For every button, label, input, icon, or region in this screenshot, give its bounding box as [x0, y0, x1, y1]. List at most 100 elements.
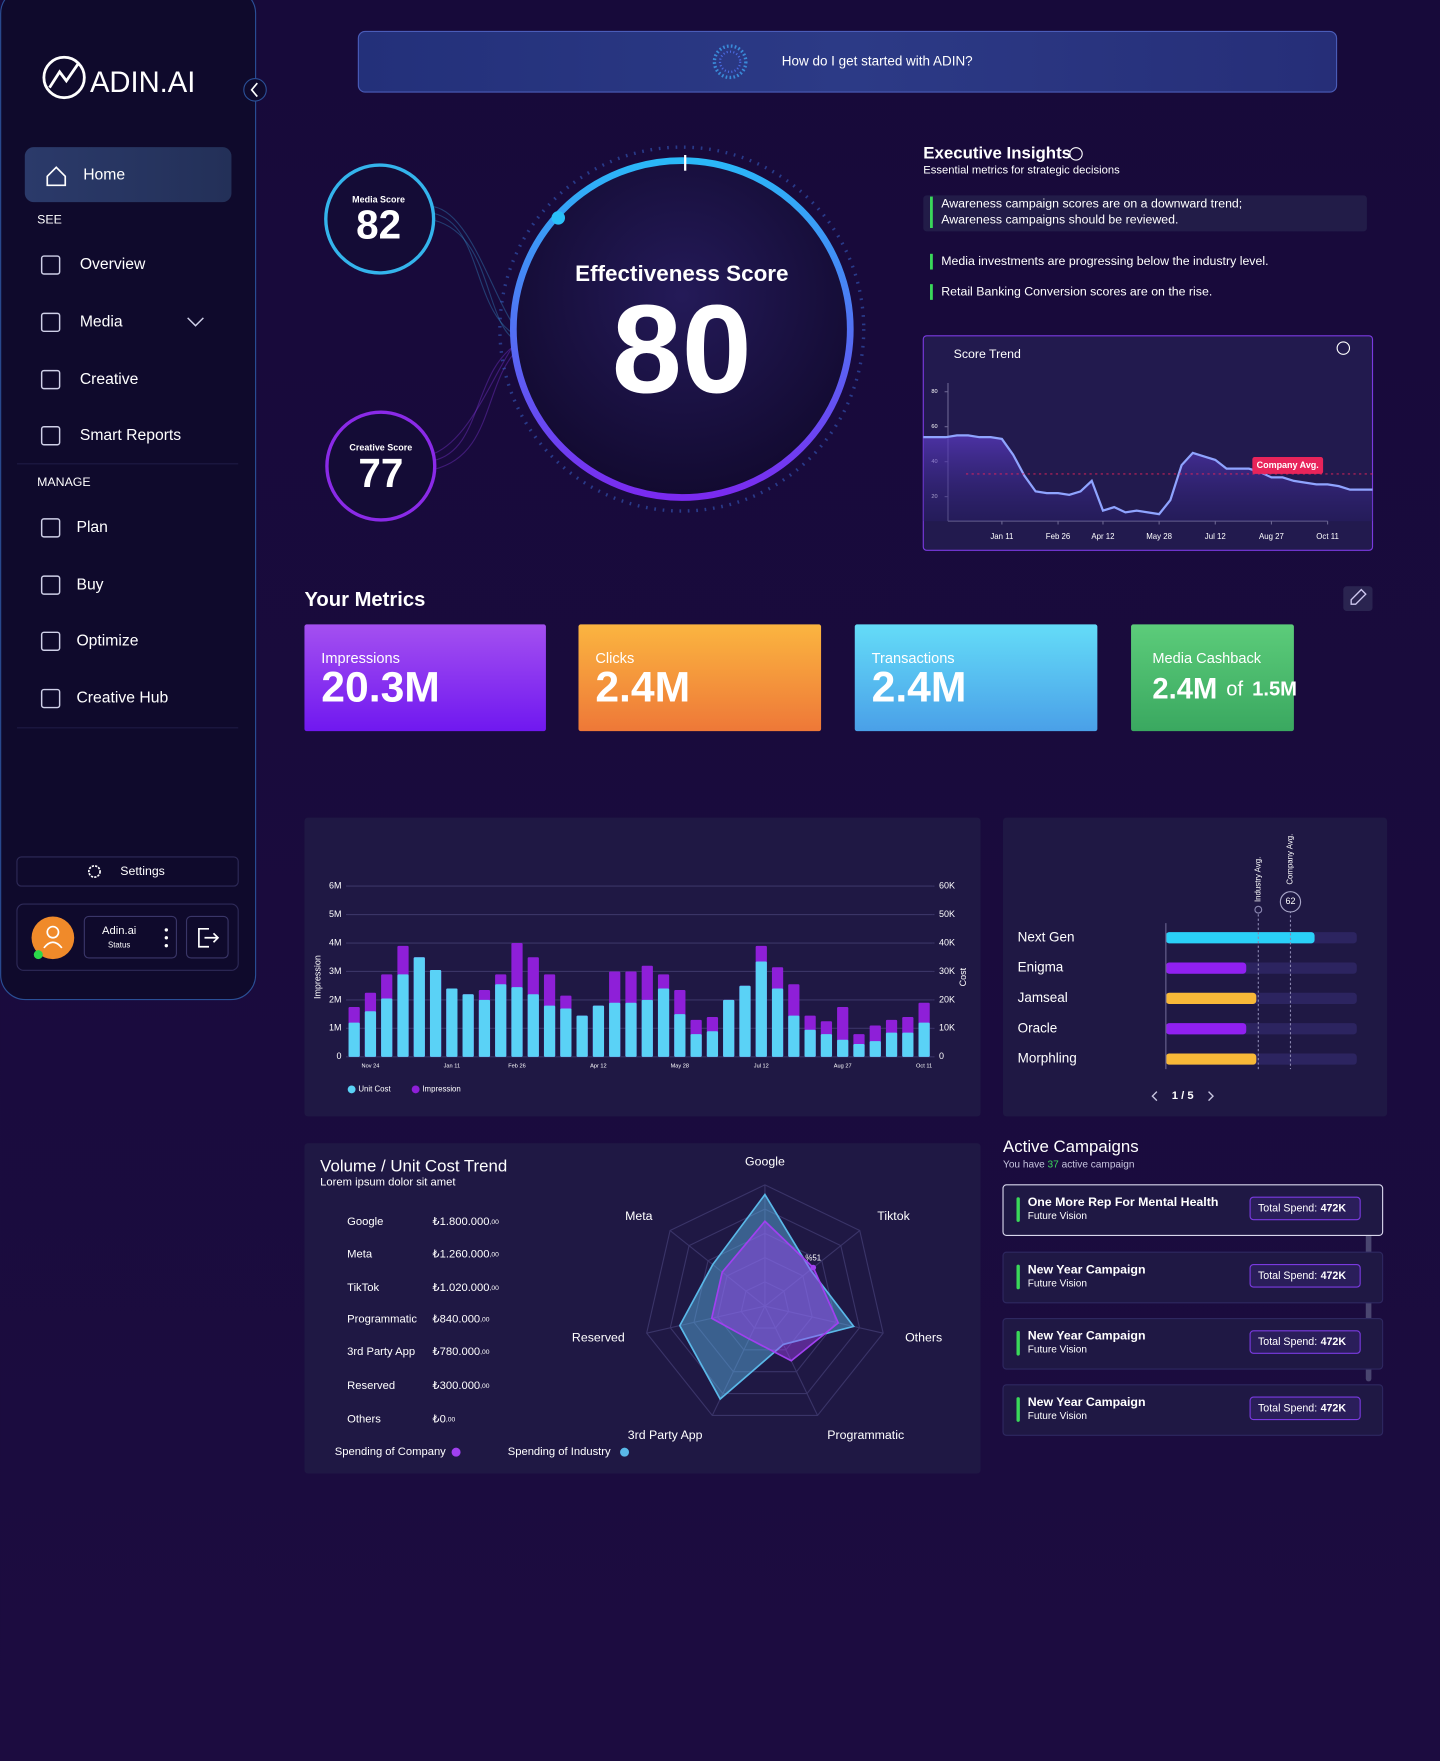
amount-main: ₺840.000: [432, 1314, 480, 1326]
category-label: Jamseal: [1018, 990, 1068, 1005]
info-icon[interactable]: [1069, 147, 1083, 161]
bar: [869, 1041, 881, 1057]
insight-text: Retail Banking Conversion scores are on …: [941, 284, 1212, 298]
campaign-client: Future Vision: [1028, 1211, 1087, 1222]
campaign-client: Future Vision: [1028, 1411, 1087, 1422]
bar: [771, 988, 784, 1057]
nav-item[interactable]: Media: [40, 312, 123, 333]
effectiveness-ring: [509, 157, 854, 501]
user-name-box[interactable]: [83, 915, 177, 959]
dropdown-arrow[interactable]: [187, 317, 204, 327]
metric-card-bg: [854, 624, 1098, 732]
settings-button[interactable]: Settings: [16, 856, 239, 887]
info-icon[interactable]: [1336, 341, 1351, 355]
y-tick-label: 1M: [329, 1023, 341, 1033]
nav-item[interactable]: Buy: [40, 575, 104, 595]
metric-card[interactable]: Media Cashback 2.4M of 1.5M: [1131, 624, 1297, 732]
connector: [433, 219, 520, 344]
bar: [706, 1031, 719, 1057]
x-tick-label: Nov 24: [362, 1063, 380, 1069]
spend-text: Total Spend: 472K: [1258, 1202, 1346, 1214]
nav-item[interactable]: Overview: [40, 255, 146, 275]
section-subtitle: Essential metrics for strategic decision…: [923, 165, 1120, 177]
metric-label: Impressions: [321, 651, 400, 667]
y-tick-label: 4M: [329, 937, 341, 947]
reference-label: Company Avg.: [1257, 460, 1319, 470]
bar: [592, 1005, 605, 1057]
metric-card-bg: [1131, 624, 1294, 732]
bar: [820, 1034, 833, 1057]
metric-number: 2.4M: [872, 664, 967, 712]
table-amount: ₺780.000,00: [432, 1346, 489, 1358]
pager-prev[interactable]: [1151, 1091, 1158, 1102]
campaign-marker: [1016, 1264, 1020, 1290]
collapse-button[interactable]: [243, 78, 267, 102]
bar: [446, 988, 458, 1057]
bar: [902, 1032, 914, 1057]
x-tick-label: Aug 27: [834, 1063, 852, 1069]
y-tick-label: 3M: [329, 966, 341, 976]
spend-label: Total Spend:: [1258, 1402, 1317, 1414]
nav-home-bg: [24, 147, 232, 203]
x-tick-label: Oct 11: [1316, 532, 1339, 541]
nav-item[interactable]: Smart Reports: [40, 426, 182, 446]
y2-tick-label: 40K: [939, 937, 955, 947]
metric-card-bg: [304, 624, 546, 732]
section-label: SEE: [37, 212, 62, 226]
metric-number: 2.4M: [1152, 673, 1217, 705]
nav-item[interactable]: Optimize: [40, 631, 139, 651]
connector: [433, 347, 520, 470]
campaign-name: New Year Campaign: [1028, 1329, 1146, 1343]
sidebar: [0, 0, 257, 1001]
menu-dot: [164, 936, 169, 940]
summary-part: active campaign: [1059, 1159, 1135, 1170]
search-bar[interactable]: [357, 30, 1338, 93]
radar-label: Google: [745, 1155, 785, 1169]
category-label: Next Gen: [1018, 929, 1075, 944]
nav-label: Home: [83, 166, 125, 183]
radar-label: Others: [905, 1330, 942, 1344]
x-tick-label: Feb 26: [1046, 532, 1071, 541]
campaign-name: New Year Campaign: [1028, 1262, 1146, 1276]
spend-value: 472K: [1321, 1402, 1347, 1414]
radar-label: Tiktok: [877, 1209, 910, 1223]
radar-ring: [740, 1281, 790, 1329]
nav-icon: [40, 631, 61, 651]
bar: [1165, 1023, 1247, 1035]
nav-label: Overview: [80, 256, 146, 273]
nav-item[interactable]: Plan: [40, 518, 108, 538]
campaign-name: One More Rep For Mental Health: [1028, 1195, 1219, 1209]
bar: [674, 1014, 686, 1057]
legend-swatch: [347, 1085, 356, 1094]
campaign-card[interactable]: New Year Campaign Future Vision Total Spen…: [1002, 1251, 1384, 1304]
logout-button[interactable]: [185, 915, 229, 959]
campaign-card[interactable]: New Year Campaign Future Vision Total Spen…: [1002, 1384, 1384, 1436]
radar-spoke: [764, 1305, 884, 1334]
campaign-card[interactable]: One More Rep For Mental Health Future Vis…: [1002, 1184, 1384, 1236]
collapse-arrow: [250, 82, 258, 98]
amount-decimals: ,00: [490, 1285, 500, 1292]
edit-button[interactable]: [1343, 586, 1373, 611]
campaign-card[interactable]: New Year Campaign Future Vision Total Spen…: [1002, 1317, 1384, 1370]
campaign-marker: [1016, 1330, 1020, 1356]
y2-tick-label: 60K: [939, 880, 955, 890]
metric-value: 20.3M: [321, 664, 440, 712]
avatar-head: [46, 925, 60, 939]
nav-item[interactable]: Creative: [40, 369, 139, 390]
x-tick-label: Jul 12: [754, 1063, 769, 1069]
bar: [1165, 962, 1247, 974]
category-label: Oracle: [1018, 1020, 1058, 1035]
nav-home[interactable]: Home: [24, 147, 232, 203]
metric-label: Media Cashback: [1152, 651, 1261, 667]
x-tick-label: Apr 12: [1091, 532, 1114, 541]
effectiveness-dots: [498, 145, 866, 513]
logo-text: ADIN.AI: [90, 67, 195, 99]
x-tick-label: May 28: [1146, 532, 1172, 541]
pager-label: 1 / 5: [1172, 1090, 1194, 1102]
pager-next[interactable]: [1208, 1091, 1214, 1102]
nav-item[interactable]: Creative Hub: [40, 688, 169, 709]
bar: [397, 974, 409, 1057]
